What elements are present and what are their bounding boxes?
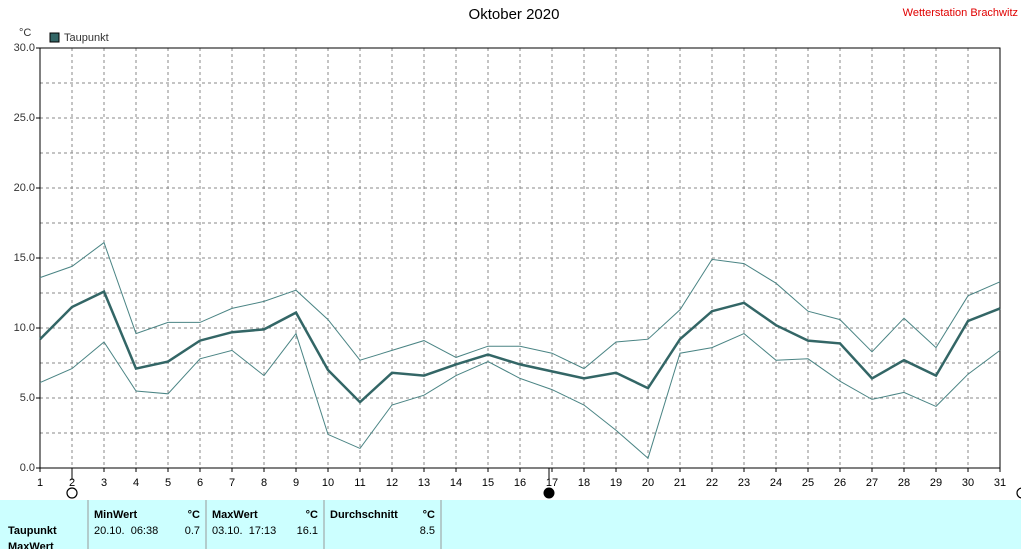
x-tick-label: 15 [482,477,494,489]
x-tick-label: 24 [770,477,782,489]
chart-title: Oktober 2020 [469,6,560,23]
x-tick-label: 31 [994,477,1006,489]
x-tick-label: 19 [610,477,622,489]
x-tick-label: 2 [69,477,75,489]
y-unit: °C [19,27,31,39]
cell-date: 03.10. 17:13 [212,525,276,537]
x-tick-label: 6 [197,477,203,489]
column-unit: °C [306,509,318,521]
cell-value: 16.1 [297,525,318,537]
x-tick-label: 7 [229,477,235,489]
x-tick-label: 21 [674,477,686,489]
x-tick-label: 22 [706,477,718,489]
x-tick-label: 27 [866,477,878,489]
legend-swatch [49,32,60,43]
row-label: Taupunkt [8,525,57,537]
x-tick-label: 18 [578,477,590,489]
x-tick-label: 30 [962,477,974,489]
x-tick-label: 1 [37,477,43,489]
x-tick-label: 12 [386,477,398,489]
series-line [39,289,1001,404]
marker-filled [543,487,555,499]
marker-open [66,487,78,499]
y-tick-label: 0.0 [20,462,35,474]
column-header: MaxWert [212,509,258,521]
column-header: Durchschnitt [330,509,398,521]
y-tick-label: 15.0 [14,252,35,264]
x-tick-label: 29 [930,477,942,489]
x-tick-label: 13 [418,477,430,489]
x-tick-label: 14 [450,477,462,489]
x-tick-label: 25 [802,477,814,489]
legend-label: Taupunkt [64,32,109,44]
station-name: Wetterstation Brachwitz [903,7,1018,19]
x-tick-label: 8 [261,477,267,489]
series-line [39,332,1001,460]
x-tick-label: 9 [293,477,299,489]
x-tick-label: 4 [133,477,139,489]
series-line [39,241,1001,370]
marker-open [1016,487,1021,499]
x-tick-label: 16 [514,477,526,489]
x-tick-label: 5 [165,477,171,489]
column-unit: °C [423,509,435,521]
y-tick-label: 25.0 [14,112,35,124]
y-tick-label: 30.0 [14,42,35,54]
cell-value: 0.7 [185,525,200,537]
x-tick-label: 28 [898,477,910,489]
x-tick-label: 23 [738,477,750,489]
y-tick-label: 20.0 [14,182,35,194]
x-tick-label: 17 [546,477,558,489]
x-tick-label: 26 [834,477,846,489]
x-tick-label: 10 [322,477,334,489]
x-tick-label: 11 [354,477,365,489]
plot-border [39,47,1001,469]
x-tick-label: 20 [642,477,654,489]
column-unit: °C [188,509,200,521]
cell-date: 20.10. 06:38 [94,525,158,537]
cell-value: 8.5 [420,525,435,537]
x-tick-label: 3 [101,477,107,489]
row-label: MaxWert [8,541,54,549]
y-tick-label: 5.0 [20,392,35,404]
stats-panel [0,500,1021,549]
y-tick-label: 10.0 [14,322,35,334]
column-header: MinWert [94,509,138,521]
